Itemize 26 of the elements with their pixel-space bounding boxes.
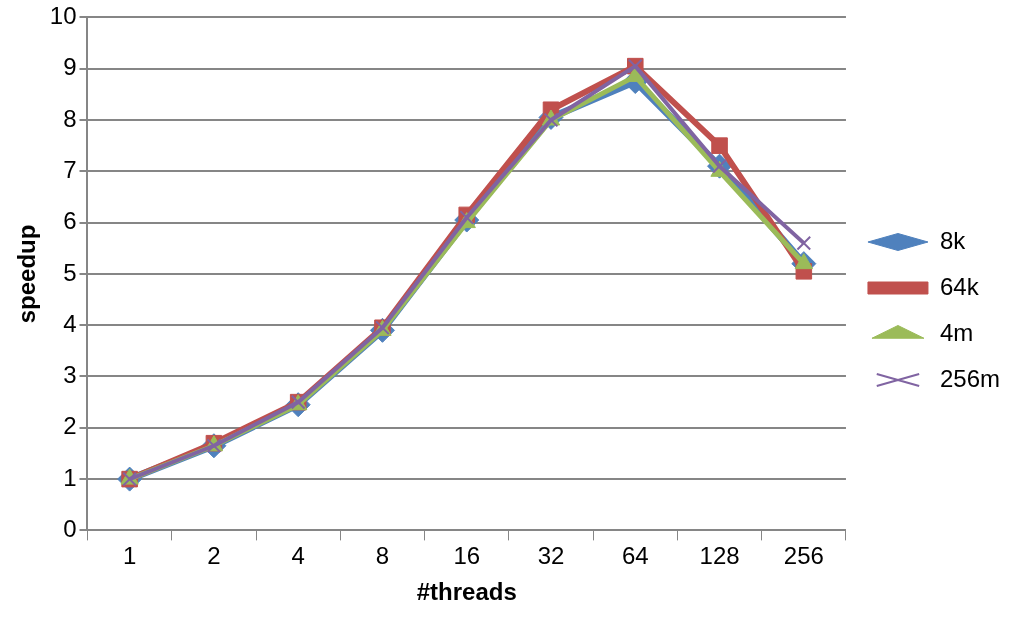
y-tick-label: 5 (63, 258, 77, 286)
y-tick-label: 3 (63, 361, 77, 389)
x-axis-title: #threads (416, 578, 517, 606)
legend-label: 8k (939, 226, 967, 254)
x-tick-label: 8 (375, 542, 390, 570)
y-tick-label: 0 (63, 515, 77, 543)
x-tick-label: 2 (207, 542, 221, 570)
x-tick-label: 256 (783, 542, 824, 570)
y-tick-label: 4 (63, 309, 77, 337)
y-axis-title: speedup (13, 224, 41, 324)
x-tick-label: 32 (537, 542, 565, 570)
x-tick-label: 16 (453, 542, 481, 570)
y-tick-label: 2 (63, 412, 77, 440)
x-tick-label: 64 (621, 542, 649, 570)
y-tick-label: 8 (63, 104, 77, 132)
legend-label: 4m (939, 318, 974, 346)
x-tick-label: 128 (699, 542, 740, 570)
legend-label: 256m (939, 364, 1001, 392)
y-tick-label: 1 (63, 463, 77, 491)
y-tick-label: 6 (63, 207, 77, 235)
y-tick-label: 10 (49, 2, 77, 30)
x-tick-label: 4 (291, 542, 305, 570)
legend-label: 64k (939, 272, 980, 300)
y-tick-label: 9 (63, 53, 77, 81)
y-tick-label: 7 (63, 155, 77, 183)
x-tick-label: 1 (122, 542, 137, 570)
